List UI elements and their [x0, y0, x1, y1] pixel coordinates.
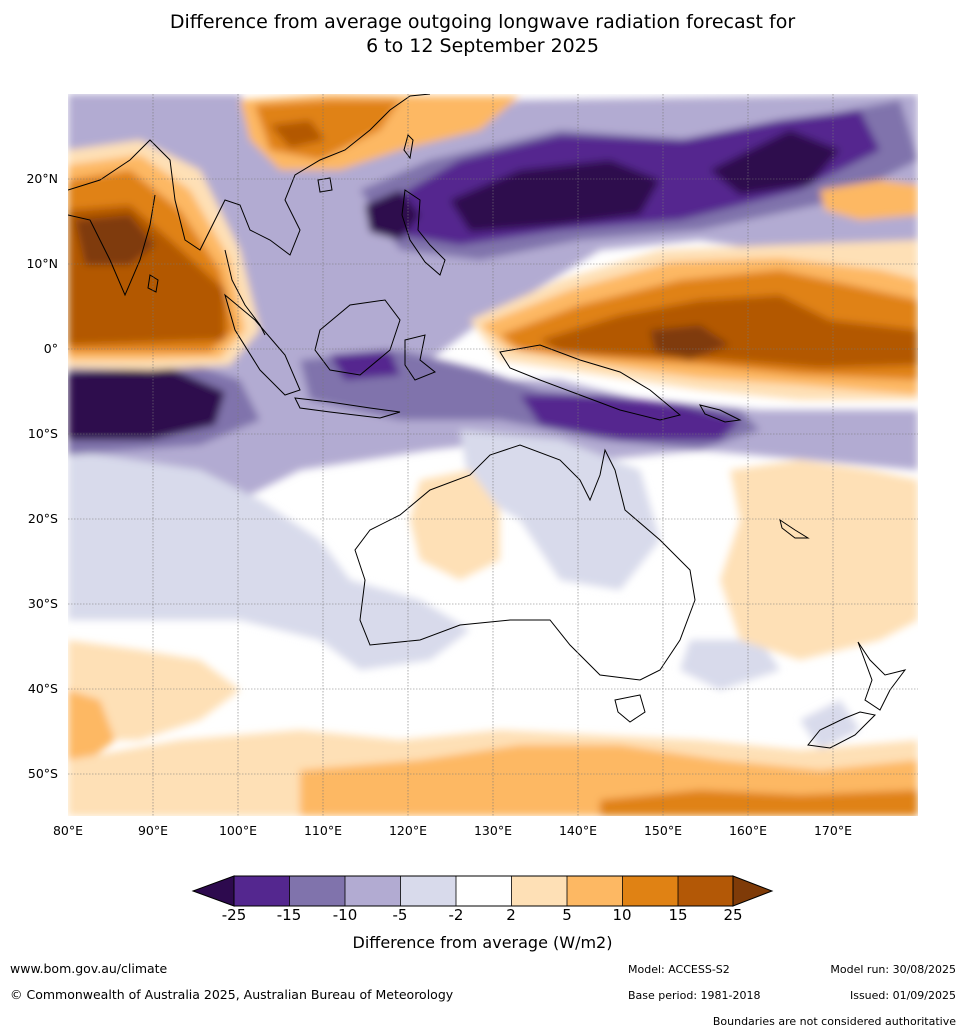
- anomaly-region-positive: [820, 180, 918, 220]
- colorbar-arrow-high: [732, 875, 774, 907]
- anomaly-region-negative: [450, 160, 660, 232]
- anomaly-map: 20°N 10°N 0° 10°S 20°S 30°S 40°S 50°S 80…: [26, 94, 918, 838]
- colorbar-swatch: [345, 876, 401, 906]
- colorbar-swatch: [622, 876, 678, 906]
- anomaly-region-positive: [600, 790, 918, 816]
- lat-label: 10°S: [28, 426, 58, 441]
- colorbar-frame: [233, 875, 734, 907]
- anomaly-region-negative: [68, 368, 225, 440]
- model-run-date: Model run: 30/08/2025: [830, 963, 956, 976]
- sri-lanka-coastline: [147, 274, 159, 293]
- anomaly-region-positive: [75, 215, 155, 265]
- philippines-coastline: [401, 189, 446, 276]
- colorbar-swatch: [400, 876, 456, 906]
- lon-label: 110°E: [304, 823, 342, 838]
- colorbar-swatch: [678, 876, 733, 906]
- lat-label: 20°N: [26, 171, 58, 186]
- website-link[interactable]: www.bom.gov.au/climate: [10, 961, 168, 976]
- colorbar-arrow-low: [191, 875, 235, 907]
- colorbar-tick-label: -10: [332, 906, 358, 924]
- lon-label: 100°E: [219, 823, 257, 838]
- colorbar-swatch: [289, 876, 345, 906]
- title-line-2: 6 to 12 September 2025: [366, 35, 599, 57]
- colorbar-tick-label: -2: [448, 906, 464, 924]
- chart-title: Difference from average outgoing longwav…: [0, 10, 965, 58]
- colorbar: [191, 875, 774, 907]
- java-coastline: [294, 397, 401, 419]
- solomon-islands-coastline: [699, 404, 742, 423]
- anomaly-region-positive: [68, 640, 240, 740]
- lon-label: 80°E: [53, 823, 83, 838]
- lon-label: 150°E: [644, 823, 682, 838]
- colorbar-tick-label: 5: [562, 906, 572, 924]
- colorbar-swatch: [456, 876, 512, 906]
- sulawesi-coastline: [404, 334, 436, 381]
- new-zealand-south-coastline: [807, 711, 877, 749]
- colorbar-tick-label: -15: [276, 906, 302, 924]
- anomaly-region-positive: [270, 120, 325, 148]
- lat-label: 0°: [44, 341, 58, 356]
- model-name: Model: ACCESS-S2: [628, 963, 730, 976]
- colorbar-tick-label: 25: [723, 906, 743, 924]
- colorbar-swatch: [567, 876, 623, 906]
- anomaly-region-negative: [680, 640, 780, 690]
- australia-coastline: [354, 444, 696, 681]
- lon-label: 90°E: [138, 823, 168, 838]
- colorbar-tick-label: 10: [612, 906, 632, 924]
- lon-label: 140°E: [559, 823, 597, 838]
- new-zealand-north-coastline: [857, 641, 907, 711]
- tasmania-coastline: [614, 694, 646, 723]
- issued-date: Issued: 01/09/2025: [849, 989, 956, 1002]
- copyright-text: © Commonwealth of Australia 2025, Austra…: [10, 987, 454, 1002]
- anomaly-region-negative: [68, 450, 470, 670]
- anomaly-region-negative: [460, 430, 660, 590]
- lon-label: 120°E: [389, 823, 427, 838]
- base-period: Base period: 1981-2018: [628, 989, 761, 1002]
- lon-label: 170°E: [814, 823, 852, 838]
- colorbar-title: Difference from average (W/m2): [352, 933, 613, 952]
- boundaries-disclaimer: Boundaries are not considered authoritat…: [712, 1015, 956, 1028]
- hainan-coastline: [317, 177, 333, 193]
- title-line-1: Difference from average outgoing longwav…: [169, 11, 796, 33]
- malay-peninsula-coastline: [224, 249, 266, 336]
- colorbar-swatch: [234, 876, 290, 906]
- anomaly-region-positive: [410, 470, 500, 580]
- new-guinea-coastline: [499, 344, 682, 421]
- colorbar-tick-label: -5: [392, 906, 408, 924]
- lon-label: 160°E: [729, 823, 767, 838]
- lat-label: 30°S: [28, 596, 58, 611]
- anomaly-region-positive: [650, 325, 730, 360]
- colorbar-tick-label: 15: [668, 906, 688, 924]
- lat-label: 20°S: [28, 511, 58, 526]
- lat-label: 50°S: [28, 766, 58, 781]
- india-coastline: [68, 194, 156, 297]
- colorbar-tick-label: -25: [221, 906, 247, 924]
- anomaly-region-positive: [720, 460, 918, 660]
- lat-label: 40°S: [28, 681, 58, 696]
- anomaly-region-positive: [540, 295, 918, 368]
- lat-label: 10°N: [26, 256, 58, 271]
- colorbar-swatch: [511, 876, 567, 906]
- lon-label: 130°E: [474, 823, 512, 838]
- asia-mainland-coastline: [68, 94, 431, 256]
- colorbar-dividers: [289, 876, 679, 906]
- borneo-coastline: [314, 299, 401, 376]
- anomaly-region-positive: [68, 690, 115, 760]
- anomaly-region-negative: [520, 395, 740, 440]
- graticule: [68, 94, 918, 816]
- anomaly-region-negative: [710, 130, 840, 195]
- taiwan-coastline: [403, 134, 414, 160]
- colorbar-tick-label: 2: [506, 906, 516, 924]
- coastlines: [68, 94, 907, 749]
- new-caledonia-coastline: [779, 518, 810, 539]
